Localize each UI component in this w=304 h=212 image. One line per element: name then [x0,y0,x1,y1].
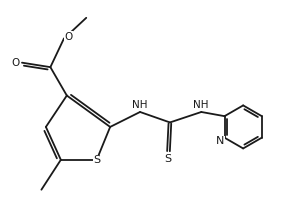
Text: O: O [64,32,72,42]
Text: NH: NH [132,100,147,110]
Text: O: O [11,58,19,68]
Text: S: S [164,154,171,164]
Text: N: N [216,136,224,146]
Text: NH: NH [193,100,209,110]
Text: S: S [94,155,101,165]
